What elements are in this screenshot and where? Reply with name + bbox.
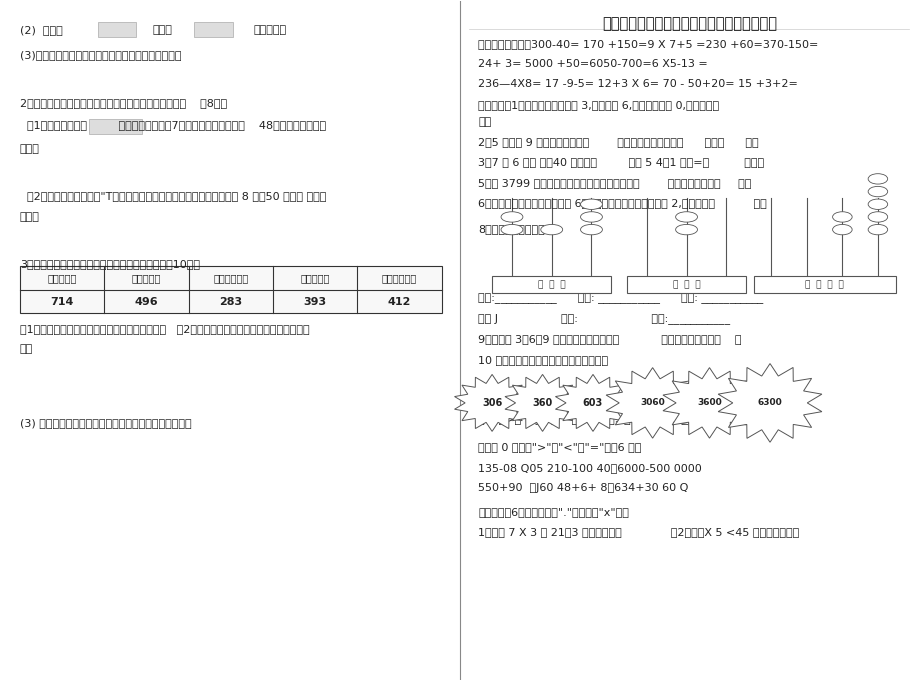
Ellipse shape: [868, 174, 887, 184]
Polygon shape: [555, 375, 630, 431]
Text: 8、写一写，读一读。: 8、写一写，读一读。: [478, 224, 544, 234]
Bar: [19, 266, 441, 313]
Ellipse shape: [868, 187, 887, 197]
FancyBboxPatch shape: [194, 22, 233, 37]
Ellipse shape: [868, 199, 887, 210]
Text: (3) 你还能提出什么数学问题？请提出一个问题并解决。: (3) 你还能提出什么数学问题？请提出一个问题并解决。: [19, 419, 191, 428]
Text: 比一套: 比一套: [153, 25, 173, 35]
Text: (3)你还能提出哪些数学问题？写下你的问题，并解答: (3)你还能提出哪些数学问题？写下你的问题，并解答: [19, 50, 181, 60]
Polygon shape: [505, 375, 580, 431]
Text: 6、一个两位数，个位上的数是 6，十位上的数比个位上的数多 2,这个数是（           ）。: 6、一个两位数，个位上的数是 6，十位上的数比个位上的数多 2,这个数是（ ）。: [478, 198, 766, 208]
Ellipse shape: [501, 225, 522, 235]
Ellipse shape: [580, 199, 602, 210]
Text: 6300: 6300: [757, 398, 781, 407]
Ellipse shape: [868, 212, 887, 222]
Text: 3060: 3060: [640, 398, 664, 407]
Text: 135-08 Q05 210-100 40。6000-500 0000: 135-08 Q05 210-100 40。6000-500 0000: [478, 462, 701, 473]
Text: 北乐一济南: 北乐一济南: [131, 273, 161, 283]
Text: （2）同学们和老师想到"T馆去玩，来到售票处，他们知道儿童票每张 8 元，50 元最多 能买几: （2）同学们和老师想到"T馆去玩，来到售票处，他们知道儿童票每张 8 元，50 …: [19, 191, 325, 202]
Text: 9、用数字 3、6、9 组成的最大三位数是（            ），最小三位数是（    ）: 9、用数字 3、6、9 组成的最大三位数是（ ），最小三位数是（ ）: [478, 334, 741, 344]
Polygon shape: [606, 368, 698, 438]
Text: 412: 412: [387, 296, 411, 306]
Text: 1、计算 7 X 3 和 21＋3 用同一句口诀              ）2、（）X 5 <45 括号里最大能填: 1、计算 7 X 3 和 21＋3 用同一句口诀 ）2、（）X 5 <45 括号…: [478, 527, 799, 537]
Text: 小学数学二年级下册期中检测试卷（青岛版）: 小学数学二年级下册期中检测试卷（青岛版）: [601, 16, 776, 31]
Text: 写作:___________      写作: ___________      写作: ___________: 写作:___________ 写作: ___________ 写作: _____…: [478, 293, 763, 304]
Text: 3、几个城市之间的路程如下表。（单位：千米）（10分）: 3、几个城市之间的路程如下表。（单位：千米）（10分）: [19, 259, 199, 269]
Text: 贵多少钱？: 贵多少钱？: [254, 25, 287, 35]
Text: 306: 306: [482, 398, 502, 408]
Text: 5、从 3799 数起，一个一个地数，第三个数是（        ），第五个数是（     ）。: 5、从 3799 数起，一个一个地数，第三个数是（ ），第五个数是（ ）。: [478, 178, 751, 188]
Text: 百  十  个: 百 十 个: [672, 280, 699, 289]
Bar: [626, 276, 745, 293]
Text: （1）大家决定租用         ，每辆面包车乘坐7人，如果二年级一班有    48人，需要租几辆面: （1）大家决定租用 ，每辆面包车乘坐7人，如果二年级一班有 48人，需要租几辆面: [19, 120, 325, 130]
Ellipse shape: [580, 225, 602, 235]
Bar: [492, 276, 611, 293]
Ellipse shape: [580, 212, 602, 222]
Text: 济南一青岛: 济南一青岛: [301, 273, 329, 283]
Polygon shape: [663, 368, 755, 438]
Text: 3600: 3600: [697, 398, 721, 407]
Text: 393: 393: [303, 296, 326, 306]
Text: 2、阳光小学二年级的小朋友在老师带领下去动物园玩。    （8分）: 2、阳光小学二年级的小朋友在老师带领下去动物园玩。 （8分）: [19, 97, 227, 108]
Text: 百  十  个: 百 十 个: [538, 280, 565, 289]
Text: 千  百  十  个: 千 百 十 个: [804, 280, 843, 289]
Text: 张票？: 张票？: [19, 212, 40, 221]
Text: 360: 360: [532, 398, 552, 408]
Bar: [753, 276, 895, 293]
Ellipse shape: [832, 212, 851, 222]
Text: 603: 603: [583, 398, 603, 408]
Ellipse shape: [540, 225, 562, 235]
Ellipse shape: [675, 225, 697, 235]
Text: 2、5 个十和 9 个一组成的数是（        ），它的前后邻居是（      ）和（      ）。: 2、5 个十和 9 个一组成的数是（ ），它的前后邻居是（ ）和（ ）。: [478, 137, 758, 147]
Text: 、直接写出得数。300-40= 170 +150=9 X 7+5 =230 +60=370-150=: 、直接写出得数。300-40= 170 +150=9 X 7+5 =230 +6…: [478, 39, 818, 48]
Text: 米？: 米？: [19, 344, 33, 354]
Ellipse shape: [501, 212, 522, 222]
Text: （    ）>（    ）>（    ）>（    ）>（    ）>（    ）: （ ）>（ ）>（ ）>（ ）>（ ）>（ ）: [478, 415, 687, 425]
FancyBboxPatch shape: [88, 119, 142, 134]
Text: 10 把下面的数按照从大到小的顺序排列：: 10 把下面的数按照从大到小的顺序排列：: [478, 355, 607, 366]
Text: 三、在 0 里填上">"、"<"、"="。（6 分）: 三、在 0 里填上">"、"<"、"="。（6 分）: [478, 442, 641, 452]
Text: ）。: ）。: [478, 116, 491, 127]
Text: 3、7 个 6 是（ ）。40 里面有（         ）个 5 4、1 小时=（          ）分。: 3、7 个 6 是（ ）。40 里面有（ ）个 5 4、1 小时=（ ）分。: [478, 157, 764, 168]
Text: 读作 J                  读作:                     读作:___________: 读作 J 读作: 读作:___________: [478, 313, 730, 324]
Text: 24+ 3= 5000 +50=6050-700=6 X5-13 =: 24+ 3= 5000 +50=6050-700=6 X5-13 =: [478, 59, 708, 69]
Text: 北京一石家庄: 北京一石家庄: [213, 273, 248, 283]
Text: 550+90  （J60 48+6+ 8。634+30 60 Q: 550+90 （J60 48+6+ 8。634+30 60 Q: [478, 483, 688, 493]
Text: 496: 496: [134, 296, 158, 306]
Polygon shape: [454, 375, 529, 431]
Text: (2)  买一个: (2) 买一个: [19, 25, 62, 35]
Text: 二、填空。1、一个数的十位上是 3,千位上是 6,其余各位上是 0,这个数是（: 二、填空。1、一个数的十位上是 3,千位上是 6,其余各位上是 0,这个数是（: [478, 99, 719, 110]
Ellipse shape: [675, 212, 697, 222]
Text: 236—4X8= 17 -9-5= 12+3 X 6= 70 - 50+20= 15 +3+2=: 236—4X8= 17 -9-5= 12+3 X 6= 70 - 50+20= …: [478, 80, 798, 89]
Text: 北京一沈阳: 北京一沈阳: [47, 273, 76, 283]
Text: （1）从北京到济南再到青岛的路程是多少千米？   （2）从北京到沈阳比从北京到石家庄远多少: （1）从北京到济南再到青岛的路程是多少千米？ （2）从北京到沈阳比从北京到石家庄…: [19, 324, 309, 334]
Text: 石家庄一郑州: 石家庄一郑州: [381, 273, 416, 283]
FancyBboxPatch shape: [97, 22, 136, 37]
Ellipse shape: [868, 225, 887, 235]
Polygon shape: [718, 364, 821, 442]
Text: 283: 283: [219, 296, 242, 306]
Text: 714: 714: [51, 296, 74, 306]
Text: 四、判断（6分）（对的打"."，错的打"x"。）: 四、判断（6分）（对的打"."，错的打"x"。）: [478, 507, 629, 517]
Ellipse shape: [832, 225, 851, 235]
Text: 包车？: 包车？: [19, 144, 40, 154]
